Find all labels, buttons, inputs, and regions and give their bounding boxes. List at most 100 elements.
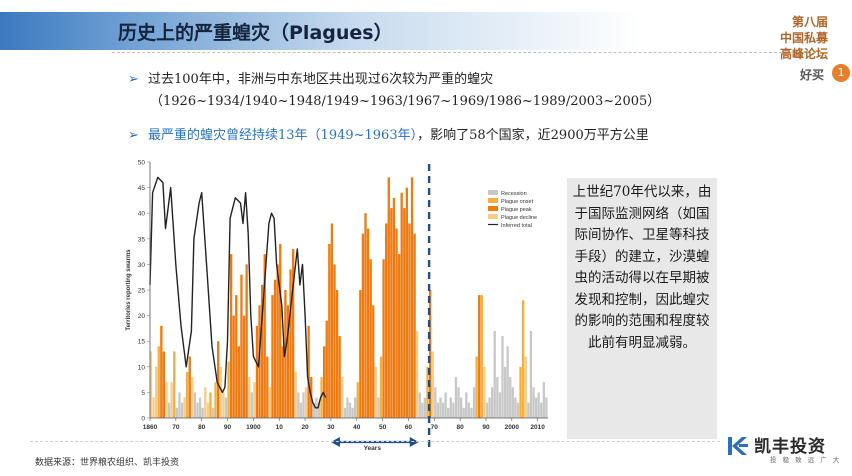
bar-1914 <box>289 269 292 418</box>
bar-1864 <box>160 325 163 418</box>
bar-1976 <box>449 397 452 418</box>
bar-2013 <box>545 397 548 418</box>
legend-swatch <box>488 214 498 219</box>
bar-1876 <box>191 377 194 418</box>
bar-1867 <box>167 402 171 418</box>
bar-1873 <box>183 397 186 418</box>
bar-1957 <box>400 192 403 418</box>
bar-1871 <box>178 392 181 418</box>
bar-1897 <box>245 264 248 418</box>
bar-1977 <box>452 402 455 418</box>
bar-1937 <box>348 402 352 418</box>
bar-2006 <box>527 402 530 418</box>
x-tick-label: 60 <box>405 424 413 431</box>
bar-1887 <box>219 366 222 418</box>
y-tick-label: 50 <box>138 160 146 167</box>
bar-1907 <box>271 295 274 418</box>
bar-1881 <box>204 387 207 418</box>
x-tick-label: 10 <box>276 424 284 431</box>
y-tick-label: 0 <box>141 416 145 423</box>
bar-1990 <box>485 402 489 418</box>
bar-1911 <box>281 346 284 418</box>
bar-1878 <box>196 402 199 418</box>
company-logo-tagline: 投 稳 致 远 广 大 <box>770 456 842 464</box>
title-banner <box>0 12 640 50</box>
bar-1997 <box>503 366 507 418</box>
bar-1892 <box>232 315 235 418</box>
bar-1973 <box>441 402 445 418</box>
bar-1929 <box>328 243 331 418</box>
bar-1935 <box>343 407 346 418</box>
bar-1883 <box>209 392 212 418</box>
bullet-plague-count: ➢ 过去100年中，非洲与中东地区共出现过6次较为严重的蝗灾 <box>128 68 493 87</box>
bullet-worst-plague: ➢ 最严重的蝗灾曾经持续13年（1949~1963年），影响了58个国家，近290… <box>128 124 649 143</box>
bar-1934 <box>341 377 344 418</box>
bar-1952 <box>387 177 390 418</box>
bar-1872 <box>180 402 184 418</box>
bar-1998 <box>506 346 509 418</box>
y-tick-label: 35 <box>138 236 146 243</box>
bar-1981 <box>462 407 465 418</box>
bar-2007 <box>529 330 533 418</box>
plague-history-chart: 0 5 10 15 20 25 30 35 40 45 50 1860 70 80 90 1900 10 20 30… <box>126 160 548 452</box>
y-tick-label: 25 <box>138 288 146 295</box>
bar-1888 <box>222 392 225 418</box>
bar-1896 <box>242 315 246 418</box>
bullet-highlight-text: 最严重的蝗灾曾经持续13年（1949~1963年） <box>148 128 418 143</box>
legend-label: Plague decline <box>501 215 537 221</box>
x-tick-label: 80 <box>457 424 465 431</box>
bar-2005 <box>524 356 527 418</box>
bar-1920 <box>304 387 308 418</box>
bar-2011 <box>540 402 543 418</box>
y-tick-label: 20 <box>138 313 146 320</box>
bar-1948 <box>377 397 380 418</box>
bar-1903 <box>260 284 264 418</box>
bar-1906 <box>268 387 272 418</box>
bar-1946 <box>372 305 375 418</box>
bar-1900 <box>253 382 256 418</box>
legend-label: Inferred total <box>501 223 532 229</box>
event-name-line: 高峰论坛 <box>779 47 828 61</box>
bar-1987 <box>478 295 481 418</box>
bar-1984 <box>470 407 473 418</box>
bar-1962 <box>413 233 416 418</box>
bar-1968 <box>428 290 432 418</box>
bar-2003 <box>519 366 522 418</box>
bar-1978 <box>454 377 458 418</box>
bar-1972 <box>439 397 442 418</box>
event-badge: 1 <box>832 64 850 82</box>
bar-2000 <box>511 387 514 418</box>
bar-1884 <box>211 407 215 418</box>
bar-1989 <box>483 366 486 418</box>
bar-1904 <box>263 254 266 418</box>
bar-1975 <box>447 407 450 418</box>
y-tick-label: 15 <box>138 339 146 346</box>
event-sub-label: 好买 <box>799 68 824 82</box>
x-tick-label: 80 <box>198 424 206 431</box>
bar-1991 <box>488 397 491 418</box>
bar-1877 <box>193 392 197 418</box>
bar-1926 <box>320 377 323 418</box>
bar-1942 <box>361 233 365 418</box>
bar-1923 <box>312 402 315 418</box>
bar-1994 <box>496 377 499 418</box>
bar-1947 <box>374 366 378 418</box>
bar-1932 <box>335 290 339 418</box>
bar-1960 <box>408 223 411 418</box>
bullet-plague-years: （1926~1934/1940~1948/1949~1963/1967~1969… <box>150 94 661 109</box>
bar-1909 <box>276 264 279 418</box>
x-tick-label: 20 <box>301 424 309 431</box>
bar-1882 <box>206 402 210 418</box>
commentary-text: 上世纪70年代以来，由于国际监测网络（如国际间协作、卫星等科技手段）的建立，沙漠… <box>572 184 712 351</box>
bar-1995 <box>498 392 502 418</box>
bar-1905 <box>266 356 269 418</box>
bar-1862 <box>155 366 158 418</box>
data-source: 数据来源：世界粮农组织、凯丰投资 <box>35 458 180 468</box>
bar-1927 <box>322 346 326 418</box>
bar-1901 <box>255 325 259 418</box>
bar-1956 <box>397 254 401 418</box>
title-divider <box>112 52 802 53</box>
company-logo-name: 凯丰投资 <box>754 437 826 457</box>
x-tick-label: 70 <box>431 424 439 431</box>
bar-1988 <box>480 295 483 418</box>
